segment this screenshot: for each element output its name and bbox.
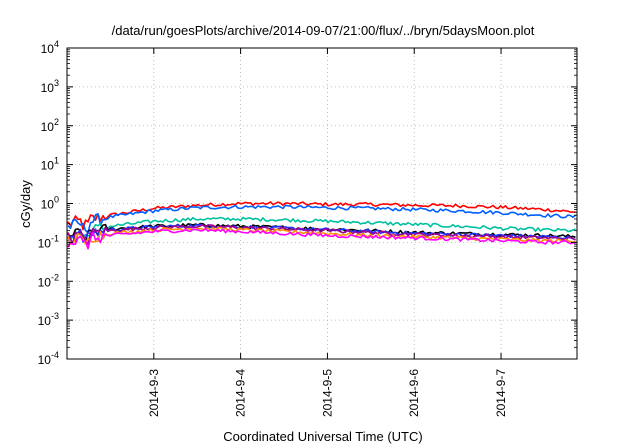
series-group [67, 201, 576, 250]
y-tick-label: 101 [41, 156, 59, 173]
y-tick-label: 100 [41, 195, 59, 212]
y-tick-label: 102 [41, 117, 59, 134]
y-axis-ticks: 10-4 10-3 10-2 10-1 100 101 102 103 104 [38, 39, 577, 367]
series-line-2 [67, 204, 576, 234]
series-line-1 [67, 201, 576, 231]
x-tick-label: 2014-9-3 [147, 369, 161, 417]
y-tick-label: 10-1 [38, 233, 59, 250]
x-axis-label: Coordinated Universal Time (UTC) [223, 429, 422, 444]
x-axis-ticks: 2014-9-3 2014-9-4 2014-9-5 2014-9-6 2014-9-7 [147, 48, 508, 417]
series-line-3 [67, 216, 576, 241]
series-line-7 [67, 226, 576, 246]
grid-lines [67, 48, 577, 359]
y-tick-label: 103 [41, 78, 59, 95]
y-tick-label: 104 [41, 39, 59, 56]
y-axis-label: cGy/day [18, 180, 33, 228]
x-tick-label: 2014-9-7 [494, 369, 508, 417]
chart-title: /data/run/goesPlots/archive/2014-09-07/2… [112, 23, 535, 38]
x-tick-label: 2014-9-4 [234, 369, 248, 417]
y-tick-label: 10-3 [38, 311, 59, 328]
x-tick-label: 2014-9-5 [320, 369, 334, 417]
series-line-5 [67, 223, 576, 243]
series-line-6 [67, 224, 576, 245]
y-tick-label: 10-2 [38, 272, 59, 289]
series-line-8 [67, 227, 576, 250]
x-tick-label: 2014-9-6 [407, 369, 421, 417]
y-tick-label: 10-4 [38, 350, 59, 367]
